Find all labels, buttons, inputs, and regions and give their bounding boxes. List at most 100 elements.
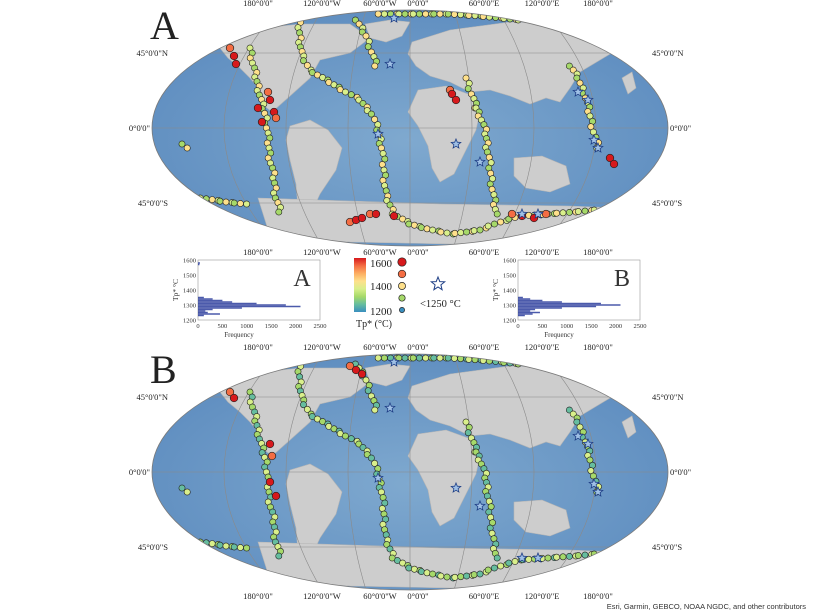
sample-point xyxy=(492,14,499,21)
sample-point xyxy=(581,207,589,215)
sample-point xyxy=(574,552,582,559)
hot-sample-point xyxy=(541,209,551,219)
sample-point xyxy=(303,61,311,69)
graticule-meridian xyxy=(285,10,323,246)
panel-b-letter: B xyxy=(150,347,177,392)
histogram-ytick: 1400 xyxy=(503,288,516,295)
sample-point xyxy=(436,10,444,18)
sample-point xyxy=(437,572,445,580)
hot-sample-point xyxy=(609,159,619,169)
cool-sample-star xyxy=(516,207,528,219)
latitude-label-right: 45°0'0"N xyxy=(652,392,684,402)
cool-sample-star xyxy=(592,485,604,497)
sample-point xyxy=(436,354,444,362)
histogram-bar xyxy=(198,310,206,312)
hot-sample-point xyxy=(253,103,263,113)
hot-sample-point xyxy=(229,51,239,61)
sample-point xyxy=(380,354,388,362)
landmass xyxy=(364,363,411,387)
histogram-bar xyxy=(198,311,208,314)
longitude-label-bottom: 60°0'0"W xyxy=(363,591,396,601)
world-map-panel-b: 180°0'0" 120°0'0"W 60°0'0"W 0°0'0" 60°0'0"E 1… xyxy=(129,342,691,601)
star-legend-label: <1250 °C xyxy=(420,299,461,310)
histogram-frame xyxy=(517,259,641,321)
histogram-bar xyxy=(518,296,523,299)
longitude-label-top: 120°0'0"E xyxy=(525,0,560,8)
cool-sample-star xyxy=(588,477,600,489)
longitude-label-top: 120°0'0"E xyxy=(525,342,560,352)
sample-point xyxy=(581,551,589,559)
sample-point xyxy=(216,541,224,549)
sample-point xyxy=(511,558,519,565)
sample-point xyxy=(300,401,307,409)
graticule-meridian xyxy=(223,10,279,246)
histogram-bar xyxy=(518,313,533,315)
cool-sample-star xyxy=(450,137,462,149)
hot-sample-point xyxy=(605,153,615,163)
graticule-meridian xyxy=(223,354,279,590)
longitude-label-top: 60°0'0"E xyxy=(469,342,500,352)
histogram-bar xyxy=(198,296,204,299)
sample-point xyxy=(429,226,436,234)
histogram-bar xyxy=(198,307,242,309)
hot-sample-point xyxy=(263,87,273,97)
latitude-label-left: 45°0'0"N xyxy=(136,392,168,402)
sample-point xyxy=(497,562,504,570)
sample-point xyxy=(417,224,425,231)
sample-point xyxy=(275,552,283,560)
histogram-xtick: 500 xyxy=(538,323,548,330)
histogram-xtick: 2000 xyxy=(609,323,622,330)
sample-point xyxy=(463,228,470,236)
sample-point xyxy=(422,354,429,362)
histogram-xtick: 0 xyxy=(516,323,519,330)
histogram-ytick: 1300 xyxy=(183,303,196,310)
histogram-ytick: 1500 xyxy=(503,273,516,280)
hot-sample-point xyxy=(225,387,235,397)
sample-point xyxy=(341,88,349,96)
cool-sample-star xyxy=(372,471,384,483)
sample-point xyxy=(490,564,498,572)
sample-point xyxy=(410,565,418,573)
histogram-bar xyxy=(198,298,213,300)
histogram-xtick: 1000 xyxy=(240,323,253,330)
sample-point xyxy=(401,354,409,362)
sample-point xyxy=(484,222,492,230)
histogram-bar xyxy=(518,301,562,303)
color-ramp xyxy=(354,258,366,312)
longitude-label-bottom: 120°0'0"E xyxy=(525,591,560,601)
hot-sample-point xyxy=(257,117,267,127)
sample-point xyxy=(178,484,186,492)
cool-sample-star xyxy=(474,155,486,167)
hot-sample-point xyxy=(265,477,275,487)
hot-sample-point xyxy=(225,43,235,53)
sample-point xyxy=(490,220,498,228)
histogram-letter: A xyxy=(293,266,311,292)
sample-point xyxy=(451,229,459,237)
sample-point xyxy=(300,57,307,65)
sample-point xyxy=(293,354,301,360)
sample-point xyxy=(493,554,501,562)
sample-point xyxy=(405,220,413,228)
sample-point xyxy=(470,571,478,579)
cool-sample-star xyxy=(572,429,584,441)
longitude-label-bottom: 180°0'0" xyxy=(243,247,273,257)
landmass xyxy=(621,71,637,95)
sample-point xyxy=(430,354,438,362)
sample-point xyxy=(429,570,436,578)
sample-point xyxy=(423,225,431,233)
graticule-meridian xyxy=(347,354,367,590)
cool-sample-star xyxy=(384,57,396,69)
latitude-label-left: 45°0'0"N xyxy=(136,48,168,58)
map-outline xyxy=(151,9,669,247)
sample-point xyxy=(183,144,191,152)
sample-point xyxy=(514,360,522,368)
histogram-bar xyxy=(518,314,525,317)
cool-sample-star xyxy=(388,355,400,367)
longitude-label-bottom: 0°0'0" xyxy=(407,591,428,601)
histogram-bar xyxy=(518,299,543,302)
sample-point xyxy=(347,435,355,443)
sample-point xyxy=(559,209,567,217)
sample-point xyxy=(457,229,465,237)
panel-a-letter: A xyxy=(150,3,179,48)
